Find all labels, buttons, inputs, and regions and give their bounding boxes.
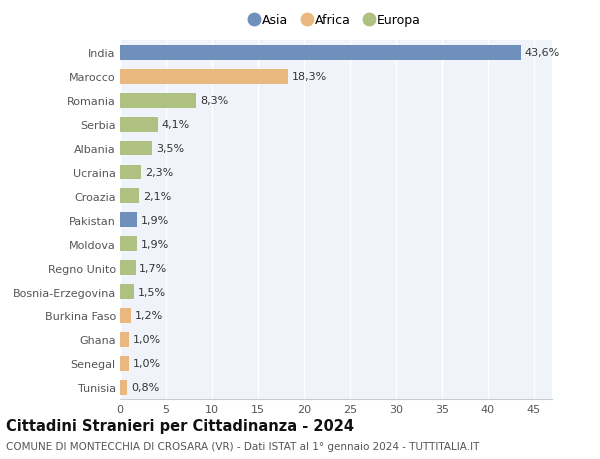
Bar xyxy=(120,356,129,371)
Bar xyxy=(120,285,134,299)
Text: 1,2%: 1,2% xyxy=(135,311,163,321)
Bar xyxy=(120,46,521,61)
Bar xyxy=(120,332,129,347)
Text: 8,3%: 8,3% xyxy=(200,96,228,106)
Text: 1,0%: 1,0% xyxy=(133,358,161,369)
Bar xyxy=(120,213,137,228)
Legend: Asia, Africa, Europa: Asia, Africa, Europa xyxy=(248,12,424,30)
Bar xyxy=(120,94,196,108)
Bar xyxy=(120,189,139,204)
Text: 1,7%: 1,7% xyxy=(139,263,167,273)
Text: COMUNE DI MONTECCHIA DI CROSARA (VR) - Dati ISTAT al 1° gennaio 2024 - TUTTITALI: COMUNE DI MONTECCHIA DI CROSARA (VR) - D… xyxy=(6,441,479,451)
Bar xyxy=(120,308,131,323)
Bar xyxy=(120,261,136,275)
Text: 0,8%: 0,8% xyxy=(131,382,159,392)
Text: 2,1%: 2,1% xyxy=(143,191,171,202)
Text: 1,9%: 1,9% xyxy=(141,215,169,225)
Text: 1,9%: 1,9% xyxy=(141,239,169,249)
Text: 3,5%: 3,5% xyxy=(156,144,184,154)
Text: Cittadini Stranieri per Cittadinanza - 2024: Cittadini Stranieri per Cittadinanza - 2… xyxy=(6,418,354,433)
Bar xyxy=(120,380,127,395)
Text: 2,3%: 2,3% xyxy=(145,168,173,178)
Bar xyxy=(120,118,158,132)
Text: 43,6%: 43,6% xyxy=(524,48,560,58)
Bar xyxy=(120,141,152,156)
Text: 1,0%: 1,0% xyxy=(133,335,161,345)
Bar xyxy=(120,165,141,180)
Text: 1,5%: 1,5% xyxy=(137,287,166,297)
Bar xyxy=(120,237,137,252)
Text: 4,1%: 4,1% xyxy=(161,120,190,130)
Bar xyxy=(120,70,288,84)
Text: 18,3%: 18,3% xyxy=(292,72,327,82)
